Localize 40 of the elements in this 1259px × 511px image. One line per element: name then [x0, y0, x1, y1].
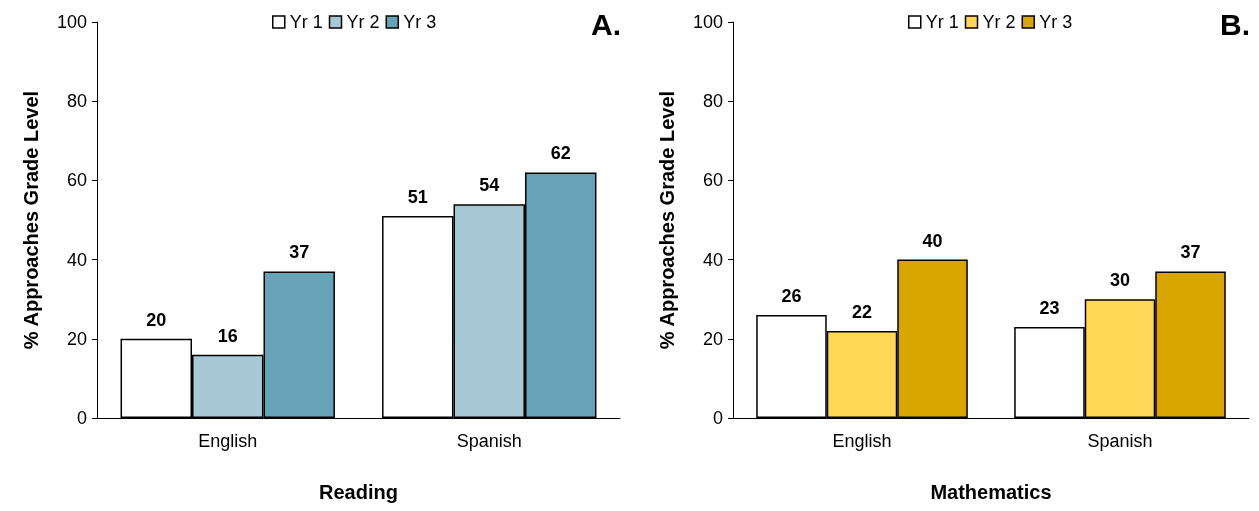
legend-label: Yr 3 — [1039, 12, 1073, 32]
data-label: 62 — [550, 143, 571, 164]
y-tick-label: 40 — [66, 249, 87, 270]
legend-label: Yr 1 — [289, 12, 323, 32]
y-axis-title: % Approaches Grade Level — [656, 90, 678, 350]
y-tick-label: 100 — [56, 12, 87, 32]
chart-title: A. — [591, 7, 621, 41]
data-label: 37 — [289, 242, 310, 263]
y-tick-label: 100 — [692, 12, 723, 32]
data-label: 16 — [217, 325, 238, 346]
y-tick-label: 20 — [66, 328, 87, 349]
legend-label: Yr 2 — [346, 12, 380, 32]
x-axis-title: Mathematics — [930, 481, 1052, 503]
data-label: 22 — [851, 301, 873, 322]
data-label: 23 — [1039, 297, 1060, 318]
legend-label: Yr 2 — [982, 12, 1016, 32]
y-tick-label: 60 — [702, 170, 723, 191]
data-label: 40 — [922, 230, 943, 251]
data-label: 30 — [1109, 270, 1131, 291]
data-label: 54 — [479, 175, 500, 196]
data-label: 51 — [407, 187, 428, 208]
y-tick-label: 80 — [702, 91, 723, 112]
data-label: 20 — [146, 309, 167, 330]
x-tick-label: English — [832, 431, 892, 451]
y-tick-label: 60 — [66, 170, 87, 191]
x-axis-title: Reading — [319, 481, 398, 503]
y-axis-title: % Approaches Grade Level — [20, 90, 42, 350]
legend-label: Yr 1 — [925, 12, 959, 32]
data-label: 37 — [1180, 242, 1201, 263]
x-tick-label: Spanish — [1087, 431, 1153, 451]
y-tick-label: 80 — [66, 91, 87, 112]
chart-title: B. — [1220, 7, 1250, 41]
y-tick-label: 0 — [712, 408, 723, 428]
legend-label: Yr 3 — [403, 12, 437, 32]
x-tick-label: Spanish — [456, 431, 522, 451]
y-tick-label: 0 — [76, 408, 87, 428]
y-tick-label: 20 — [702, 328, 723, 349]
x-tick-label: English — [198, 431, 258, 451]
y-tick-label: 40 — [702, 249, 723, 270]
data-label: 26 — [781, 286, 802, 307]
